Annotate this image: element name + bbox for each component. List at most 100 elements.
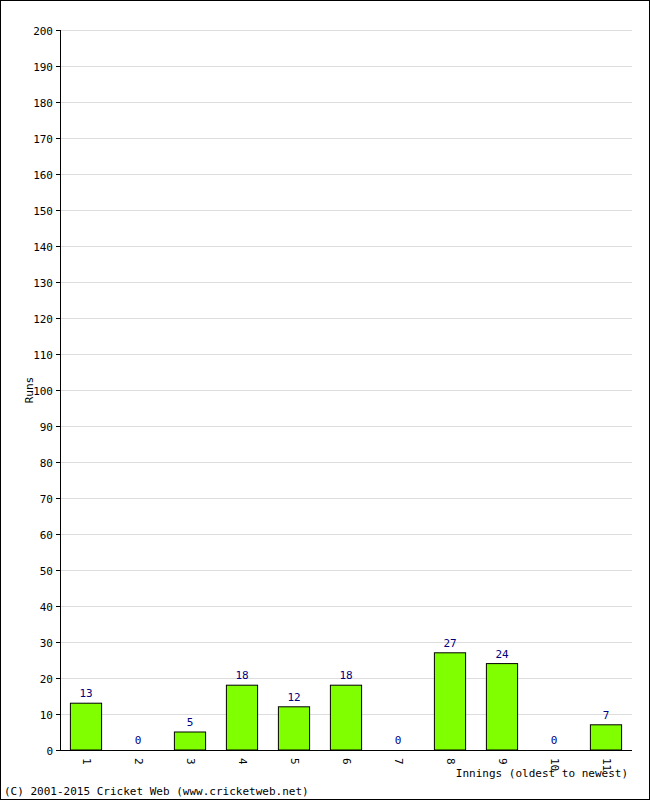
y-tick-label: 110 xyxy=(33,349,53,362)
y-tick-label: 100 xyxy=(33,385,53,398)
y-tick xyxy=(56,606,60,607)
y-tick-label: 90 xyxy=(40,421,53,434)
grid-line xyxy=(60,282,632,283)
chart: 0102030405060708090100110120130140150160… xyxy=(0,0,650,800)
grid-line xyxy=(60,462,632,463)
y-tick-label: 170 xyxy=(33,133,53,146)
data-label: 7 xyxy=(603,709,610,722)
y-tick xyxy=(56,390,60,391)
y-tick xyxy=(56,462,60,463)
y-axis xyxy=(60,30,61,750)
y-tick xyxy=(56,318,60,319)
grid-line xyxy=(60,354,632,355)
x-axis xyxy=(60,750,632,751)
data-label: 12 xyxy=(287,691,300,704)
bar xyxy=(70,703,101,750)
grid-line xyxy=(60,66,632,67)
grid-line xyxy=(60,426,632,427)
data-label: 0 xyxy=(551,734,558,747)
grid-line xyxy=(60,102,632,103)
y-tick xyxy=(56,570,60,571)
y-tick xyxy=(56,30,60,31)
data-label: 13 xyxy=(79,687,92,700)
y-tick xyxy=(56,174,60,175)
x-tick-label: 2 xyxy=(132,758,145,765)
y-tick xyxy=(56,534,60,535)
y-tick xyxy=(56,66,60,67)
bar xyxy=(122,750,153,751)
x-tick-label: 3 xyxy=(184,758,197,765)
grid-line xyxy=(60,606,632,607)
x-tick-label: 4 xyxy=(236,758,249,765)
data-label: 18 xyxy=(339,669,352,682)
y-tick-label: 60 xyxy=(40,529,53,542)
x-tick-label: 1 xyxy=(80,758,93,765)
bar xyxy=(486,664,517,750)
y-tick-label: 120 xyxy=(33,313,53,326)
y-tick-label: 20 xyxy=(40,673,53,686)
y-tick xyxy=(56,354,60,355)
grid-line xyxy=(60,498,632,499)
y-tick xyxy=(56,138,60,139)
grid-line xyxy=(60,246,632,247)
y-tick xyxy=(56,246,60,247)
bar xyxy=(382,750,413,751)
y-tick xyxy=(56,678,60,679)
y-tick-label: 190 xyxy=(33,61,53,74)
grid-line xyxy=(60,570,632,571)
bar xyxy=(590,725,621,750)
bar xyxy=(538,750,569,751)
data-label: 0 xyxy=(395,734,402,747)
y-tick-label: 50 xyxy=(40,565,53,578)
x-tick-label: 8 xyxy=(444,758,457,765)
data-label: 27 xyxy=(443,637,456,650)
y-tick-label: 180 xyxy=(33,97,53,110)
frame xyxy=(1,1,650,800)
y-tick xyxy=(56,750,60,751)
grid-line xyxy=(60,750,632,751)
annotation: (C) 2001-2015 Cricket Web (www.cricketwe… xyxy=(4,785,309,798)
data-label: 18 xyxy=(235,669,248,682)
bar xyxy=(330,685,361,750)
y-axis-label: Runs xyxy=(23,377,36,404)
grid-line xyxy=(60,534,632,535)
bar xyxy=(434,653,465,750)
grid-line xyxy=(60,390,632,391)
bar xyxy=(226,685,257,750)
y-tick-label: 80 xyxy=(40,457,53,470)
y-tick-label: 70 xyxy=(40,493,53,506)
y-tick-label: 30 xyxy=(40,637,53,650)
grid-line xyxy=(60,642,632,643)
grid-line xyxy=(60,138,632,139)
data-label: 0 xyxy=(135,734,142,747)
y-tick-label: 150 xyxy=(33,205,53,218)
y-tick xyxy=(56,102,60,103)
y-tick xyxy=(56,210,60,211)
grid-line xyxy=(60,210,632,211)
y-tick-label: 0 xyxy=(46,745,53,758)
bar xyxy=(278,707,309,750)
y-tick xyxy=(56,498,60,499)
y-tick-label: 140 xyxy=(33,241,53,254)
y-tick-label: 200 xyxy=(33,25,53,38)
y-tick xyxy=(56,282,60,283)
bar xyxy=(174,732,205,750)
x-axis-label: Innings (oldest to newest) xyxy=(456,767,628,780)
grid-line xyxy=(60,318,632,319)
data-label: 5 xyxy=(187,716,194,729)
data-label: 24 xyxy=(495,648,509,661)
x-tick-label: 5 xyxy=(288,758,301,765)
grid-line xyxy=(60,174,632,175)
y-tick-label: 160 xyxy=(33,169,53,182)
grid-line xyxy=(60,30,632,31)
y-tick xyxy=(56,642,60,643)
x-tick-label: 6 xyxy=(340,758,353,765)
bars xyxy=(70,653,621,750)
y-tick-label: 40 xyxy=(40,601,53,614)
y-tick xyxy=(56,426,60,427)
y-tick xyxy=(56,714,60,715)
x-tick-label: 7 xyxy=(392,758,405,765)
y-tick-label: 130 xyxy=(33,277,53,290)
x-tick-label: 9 xyxy=(496,758,509,765)
y-tick-label: 10 xyxy=(40,709,53,722)
